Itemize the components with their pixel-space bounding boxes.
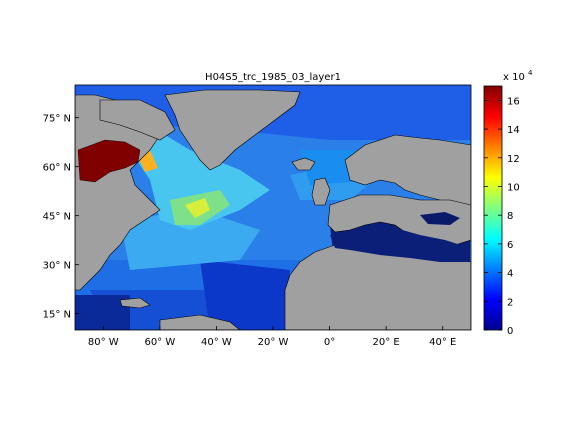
lon-tick-label: 0° [324, 337, 335, 348]
lat-tick-label: 15° N [43, 310, 71, 321]
lat-tick-label: 45° N [43, 212, 71, 223]
colorbar-multiplier-exponent: 4 [528, 69, 533, 77]
sea-black [420, 212, 460, 225]
hotspot-labrador [77, 139, 141, 183]
colorbar-gradient [483, 85, 503, 331]
sea-mediterranean [330, 228, 470, 262]
lon-tick-label: 40° W [201, 337, 232, 348]
colorbar-ticks: 0 2 4 6 8 10 12 14 16 [484, 96, 520, 337]
colorbar-tick-label: 16 [507, 96, 520, 107]
colorbar-tick-label: 6 [507, 240, 513, 251]
lat-tick-label: 30° N [43, 261, 71, 272]
land-antilles [119, 297, 151, 309]
colorbar-tick-label: 0 [507, 326, 513, 337]
lon-tick-label: 20° W [258, 337, 289, 348]
land-greenland [164, 89, 301, 171]
land-iceland [291, 157, 316, 171]
colorbar-tick-label: 14 [507, 125, 520, 136]
map-plot [75, 85, 471, 330]
colorbar-tick-label: 4 [507, 269, 513, 280]
colorbar-tick-label: 12 [507, 154, 520, 165]
lon-tick-label: 40° E [429, 337, 456, 348]
lon-tick-label: 20° E [373, 337, 400, 348]
colorbar: 0 2 4 6 8 10 12 14 16 x 10 4 [483, 69, 533, 337]
lat-tick-label: 75° N [43, 114, 71, 125]
latitude-axis: 15° N 30° N 45° N 60° N 75° N [43, 114, 79, 321]
land-baffin [99, 99, 176, 141]
colorbar-tick-label: 2 [507, 297, 513, 308]
lon-tick-label: 60° W [144, 337, 175, 348]
land-britain [311, 177, 331, 206]
colorbar-multiplier-base: x 10 [503, 72, 525, 83]
map-title: H04S5_trc_1985_03_layer1 [205, 72, 341, 83]
lon-tick-label: 80° W [88, 337, 119, 348]
longitude-axis: 80° W 60° W 40° W 20° W 0° 20° E 40° E [88, 326, 456, 348]
colorbar-multiplier: x 10 4 [503, 69, 533, 83]
lat-tick-label: 60° N [43, 163, 71, 174]
colorbar-tick-label: 8 [507, 211, 513, 222]
colorbar-tick-label: 10 [507, 182, 520, 193]
